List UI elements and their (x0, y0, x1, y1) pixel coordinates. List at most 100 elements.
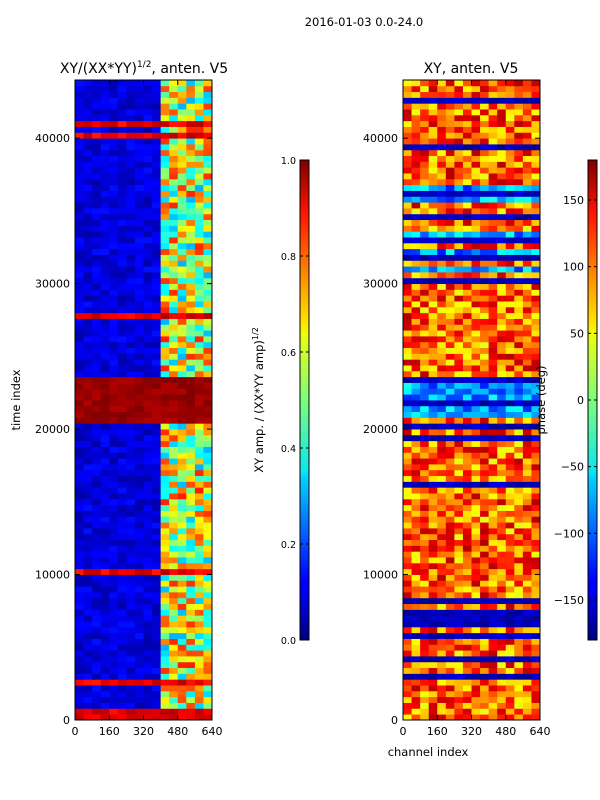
left-heatmap-cell (177, 638, 187, 645)
left-heatmap-cell (126, 429, 136, 436)
left-heatmap-cell (92, 167, 102, 174)
right-heatmap-cell (497, 161, 507, 168)
right-heatmap-cell (411, 202, 421, 209)
left-heatmap-cell (126, 353, 136, 360)
left-heatmap-cell (134, 248, 144, 255)
right-heatmap-cell (454, 178, 464, 186)
right-heatmap-cell (445, 132, 455, 139)
left-heatmap-cell (75, 173, 84, 180)
right-heatmap-cell (462, 353, 472, 360)
right-heatmap-cell (454, 97, 464, 104)
right-heatmap-cell (437, 592, 447, 599)
right-heatmap-cell (445, 469, 455, 477)
right-heatmap-cell (488, 80, 498, 87)
left-heatmap-cell (92, 231, 102, 238)
right-heatmap-cell (522, 120, 532, 127)
right-heatmap-cell (531, 574, 540, 581)
left-heatmap-cell (134, 690, 144, 698)
left-heatmap-cell (186, 318, 196, 325)
left-heatmap-cell (194, 417, 204, 424)
left-heatmap-cell (177, 301, 187, 308)
right-heatmap-cell (497, 213, 507, 221)
right-heatmap-cell (522, 114, 532, 122)
right-heatmap-cell (531, 405, 540, 413)
left-heatmap-cell (134, 394, 144, 401)
right-heatmap-cell (514, 382, 524, 389)
right-heatmap-cell (462, 190, 472, 197)
left-heatmap-cell (92, 330, 102, 337)
left-heatmap-cell (100, 522, 110, 529)
left-heatmap-cell (186, 306, 196, 314)
left-heatmap-cell (169, 650, 179, 657)
right-heatmap-cell (462, 144, 472, 151)
left-heatmap-cell (126, 260, 136, 267)
right-heatmap-cell (411, 312, 421, 319)
right-heatmap-cell (403, 580, 412, 587)
left-heatmap-cell (160, 528, 170, 535)
right-heatmap-cell (454, 498, 464, 506)
right-heatmap-cell (454, 516, 464, 523)
left-heatmap-cell (177, 522, 187, 529)
right-heatmap-cell (488, 312, 498, 319)
right-heatmap-cell (428, 336, 438, 343)
left-heatmap-cell (83, 708, 93, 715)
left-heatmap-cell (117, 405, 127, 413)
right-heatmap-cell (514, 155, 524, 162)
left-heatmap-cell (117, 510, 127, 517)
left-heatmap-cell (177, 295, 187, 302)
right-heatmap-cell (437, 580, 447, 587)
right-heatmap-cell (471, 557, 481, 564)
left-heatmap-cell (75, 219, 84, 226)
right-heatmap-cell (497, 580, 507, 587)
left-heatmap-cell (143, 551, 153, 558)
right-heatmap-cell (454, 306, 464, 314)
left-heatmap-cell (177, 557, 187, 564)
left-heatmap-cell (92, 504, 102, 511)
right-heatmap-cell (403, 103, 412, 110)
right-heatmap-cell (505, 341, 515, 349)
right-heatmap-cell (454, 370, 464, 378)
right-heatmap-cell (505, 359, 515, 366)
left-heatmap-cell (177, 109, 187, 116)
right-heatmap-cell (505, 504, 515, 511)
left-heatmap-cell (75, 144, 84, 151)
left-heatmap-cell (134, 254, 144, 261)
right-heatmap-cell (505, 528, 515, 535)
right-heatmap-cell (454, 219, 464, 226)
left-heatmap-cell (177, 597, 187, 605)
right-heatmap-cell (428, 85, 438, 93)
left-heatmap-cell (143, 359, 153, 366)
left-heatmap-cell (169, 114, 179, 122)
right-heatmap-cell (437, 80, 447, 87)
right-heatmap-cell (531, 196, 540, 203)
right-heatmap-cell (514, 272, 524, 279)
left-heatmap-cell (134, 155, 144, 162)
right-heatmap-cell (462, 208, 472, 215)
right-heatmap-cell (488, 219, 498, 226)
left-heatmap-cell (100, 458, 110, 465)
right-heatmap-cell (531, 586, 540, 593)
right-heatmap-cell (514, 679, 524, 686)
right-heatmap-cell (420, 638, 430, 645)
right-heatmap-cell (505, 714, 515, 720)
right-heatmap-cell (437, 714, 447, 720)
left-heatmap-cell (152, 429, 162, 436)
left-heatmap-cell (83, 208, 93, 215)
left-heatmap-cell (83, 469, 93, 477)
left-heatmap-cell (100, 464, 110, 471)
left-heatmap-cell (160, 400, 170, 407)
right-heatmap-cell (514, 621, 524, 628)
left-heatmap-cell (100, 696, 110, 703)
left-heatmap-cell (92, 138, 102, 145)
left-heatmap-cell (194, 557, 204, 564)
left-heatmap-cell (109, 434, 119, 442)
right-heatmap-cell (437, 597, 447, 605)
right-heatmap-cell (462, 91, 472, 98)
left-heatmap-cell (152, 138, 162, 145)
left-heatmap-cell (143, 173, 153, 180)
right-heatmap-cell (471, 260, 481, 267)
right-heatmap-cell (488, 126, 498, 133)
left-heatmap-cell (109, 120, 119, 127)
left-heatmap-cell (152, 283, 162, 290)
left-heatmap-cell (100, 312, 110, 319)
